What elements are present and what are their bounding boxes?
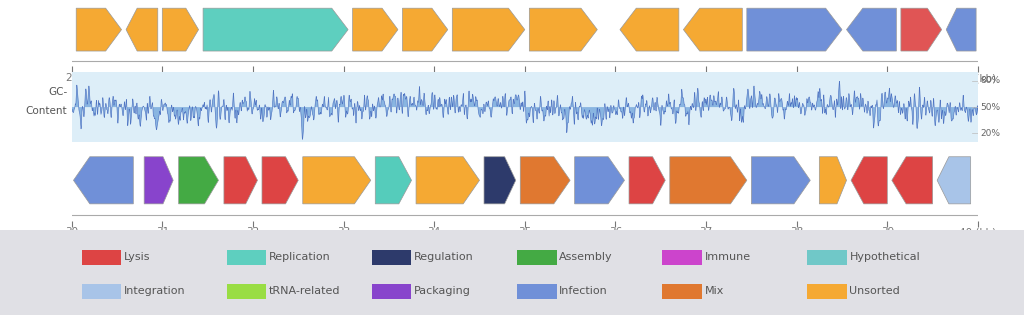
- Bar: [227, 249, 266, 265]
- Polygon shape: [352, 8, 398, 51]
- Polygon shape: [126, 8, 158, 51]
- Polygon shape: [683, 8, 742, 51]
- Text: Immune: Immune: [705, 252, 751, 262]
- Polygon shape: [901, 8, 942, 51]
- Polygon shape: [851, 157, 887, 204]
- Polygon shape: [402, 8, 447, 51]
- Text: Content: Content: [26, 106, 68, 116]
- Polygon shape: [529, 8, 597, 51]
- Text: Assembly: Assembly: [559, 252, 613, 262]
- Polygon shape: [819, 157, 847, 204]
- Polygon shape: [752, 157, 810, 204]
- Text: Unsorted: Unsorted: [850, 286, 900, 296]
- Text: 80%: 80%: [981, 76, 1000, 85]
- Polygon shape: [574, 157, 625, 204]
- Polygon shape: [375, 157, 412, 204]
- Text: Infection: Infection: [559, 286, 608, 296]
- Polygon shape: [484, 157, 516, 204]
- Polygon shape: [144, 157, 173, 204]
- Polygon shape: [163, 8, 199, 51]
- Bar: [663, 249, 701, 265]
- Polygon shape: [620, 8, 679, 51]
- Polygon shape: [670, 157, 746, 204]
- Bar: [372, 249, 412, 265]
- Text: Mix: Mix: [705, 286, 724, 296]
- Polygon shape: [203, 8, 348, 51]
- Bar: [807, 284, 847, 299]
- Text: Integration: Integration: [124, 286, 185, 296]
- Polygon shape: [946, 8, 976, 51]
- Bar: [517, 249, 557, 265]
- Text: Lysis: Lysis: [124, 252, 151, 262]
- Text: Replication: Replication: [269, 252, 331, 262]
- Polygon shape: [453, 8, 525, 51]
- Polygon shape: [746, 8, 842, 51]
- Polygon shape: [262, 157, 298, 204]
- Polygon shape: [303, 157, 371, 204]
- Polygon shape: [937, 157, 971, 204]
- Text: Packaging: Packaging: [415, 286, 471, 296]
- Polygon shape: [178, 157, 218, 204]
- Bar: [372, 284, 412, 299]
- Text: GC-: GC-: [48, 87, 68, 97]
- Polygon shape: [74, 157, 133, 204]
- Text: tRNA-related: tRNA-related: [269, 286, 341, 296]
- Text: 20%: 20%: [981, 129, 1000, 138]
- Bar: [82, 249, 121, 265]
- Polygon shape: [76, 8, 122, 51]
- Bar: [807, 249, 847, 265]
- Text: Hypothetical: Hypothetical: [850, 252, 921, 262]
- Polygon shape: [224, 157, 257, 204]
- Text: Regulation: Regulation: [415, 252, 474, 262]
- Polygon shape: [416, 157, 479, 204]
- Polygon shape: [847, 8, 896, 51]
- Bar: [227, 284, 266, 299]
- Bar: [663, 284, 701, 299]
- Text: 50%: 50%: [981, 103, 1000, 112]
- Polygon shape: [892, 157, 933, 204]
- Bar: [517, 284, 557, 299]
- Bar: [82, 284, 121, 299]
- Polygon shape: [629, 157, 666, 204]
- Polygon shape: [520, 157, 570, 204]
